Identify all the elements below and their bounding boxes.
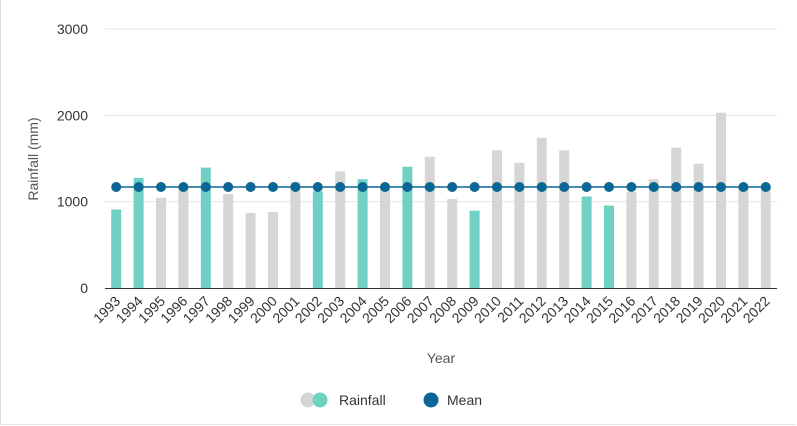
mean-point[interactable] (156, 181, 166, 192)
rainfall-bar[interactable] (492, 150, 502, 288)
rainfall-bars (111, 112, 771, 288)
mean-point[interactable] (469, 181, 480, 192)
mean-point[interactable] (738, 181, 749, 192)
mean-point[interactable] (380, 181, 390, 192)
mean-point[interactable] (335, 181, 346, 192)
rainfall-bar[interactable] (156, 197, 166, 288)
y-tick-label: 2000 (57, 107, 88, 123)
mean-point[interactable] (514, 181, 525, 192)
rainfall-bar[interactable] (536, 137, 547, 288)
rainfall-bar[interactable] (200, 167, 211, 288)
rainfall-bar[interactable] (424, 156, 435, 288)
rainfall-bar[interactable] (716, 112, 726, 288)
rainfall-bar[interactable] (693, 163, 704, 288)
y-tick-label: 0 (80, 280, 88, 296)
mean-point[interactable] (133, 181, 144, 192)
mean-point[interactable] (245, 181, 256, 192)
mean-point[interactable] (424, 181, 435, 192)
y-axis-title: Rainfall (mm) (25, 117, 41, 200)
rainfall-bar[interactable] (447, 199, 458, 288)
mean-point[interactable] (268, 181, 278, 192)
rainfall-bar[interactable] (268, 212, 278, 288)
y-axis-ticks: 0 1000 2000 3000 (57, 21, 88, 296)
mean-point[interactable] (402, 181, 413, 192)
rainfall-bar[interactable] (223, 193, 234, 288)
rainfall-bar[interactable] (604, 205, 614, 288)
rainfall-bar[interactable] (760, 186, 771, 288)
mean-point[interactable] (312, 181, 323, 192)
rainfall-bar[interactable] (111, 209, 122, 288)
rainfall-bar[interactable] (178, 189, 189, 288)
rainfall-bar[interactable] (245, 212, 256, 288)
rainfall-bar[interactable] (402, 166, 413, 288)
x-tick-label: 2022 (740, 293, 773, 326)
rainfall-bar[interactable] (738, 186, 749, 288)
rainfall-bar[interactable] (290, 182, 301, 288)
legend-label-rainfall: Rainfall (339, 392, 386, 408)
rainfall-bar[interactable] (357, 179, 368, 288)
x-axis-title: Year (427, 350, 456, 366)
x-axis-ticks: 1993199419951996199719981999200020012002… (90, 293, 773, 326)
rainfall-bar[interactable] (626, 192, 637, 288)
legend-rainfall-swatch-normal (300, 392, 316, 408)
mean-point[interactable] (716, 181, 726, 192)
mean-point[interactable] (604, 181, 614, 192)
mean-point[interactable] (760, 181, 771, 192)
mean-point[interactable] (357, 181, 368, 192)
rainfall-bar[interactable] (671, 147, 682, 288)
mean-point[interactable] (178, 181, 189, 192)
mean-point[interactable] (559, 181, 570, 192)
mean-point[interactable] (492, 181, 502, 192)
mean-point[interactable] (200, 181, 211, 192)
rainfall-bar[interactable] (581, 196, 592, 288)
legend: Rainfall Mean (300, 392, 483, 408)
mean-line-group (111, 181, 771, 192)
rainfall-bar[interactable] (469, 210, 480, 288)
legend-item-mean[interactable]: Mean (423, 392, 483, 408)
rainfall-bar[interactable] (559, 150, 570, 288)
legend-mean-swatch (423, 392, 439, 408)
mean-point[interactable] (536, 181, 547, 192)
mean-point[interactable] (111, 181, 122, 192)
grid-lines (105, 28, 777, 203)
mean-point[interactable] (626, 181, 637, 192)
rainfall-bar[interactable] (648, 179, 659, 288)
rainfall-bar[interactable] (380, 188, 390, 288)
mean-point[interactable] (290, 181, 301, 192)
mean-point[interactable] (671, 181, 682, 192)
rainfall-bar[interactable] (133, 177, 144, 288)
legend-label-mean: Mean (447, 392, 482, 408)
legend-item-rainfall[interactable]: Rainfall (300, 392, 386, 408)
mean-point[interactable] (581, 181, 592, 192)
mean-point[interactable] (648, 181, 659, 192)
y-tick-label: 1000 (57, 194, 88, 210)
rainfall-bar[interactable] (514, 162, 525, 288)
legend-rainfall-swatch-highlight (312, 392, 328, 408)
y-tick-label: 3000 (57, 21, 88, 37)
rainfall-bar[interactable] (335, 171, 346, 288)
mean-point[interactable] (693, 181, 704, 192)
rainfall-bar[interactable] (312, 191, 323, 288)
mean-point[interactable] (447, 181, 458, 192)
mean-point[interactable] (223, 181, 234, 192)
